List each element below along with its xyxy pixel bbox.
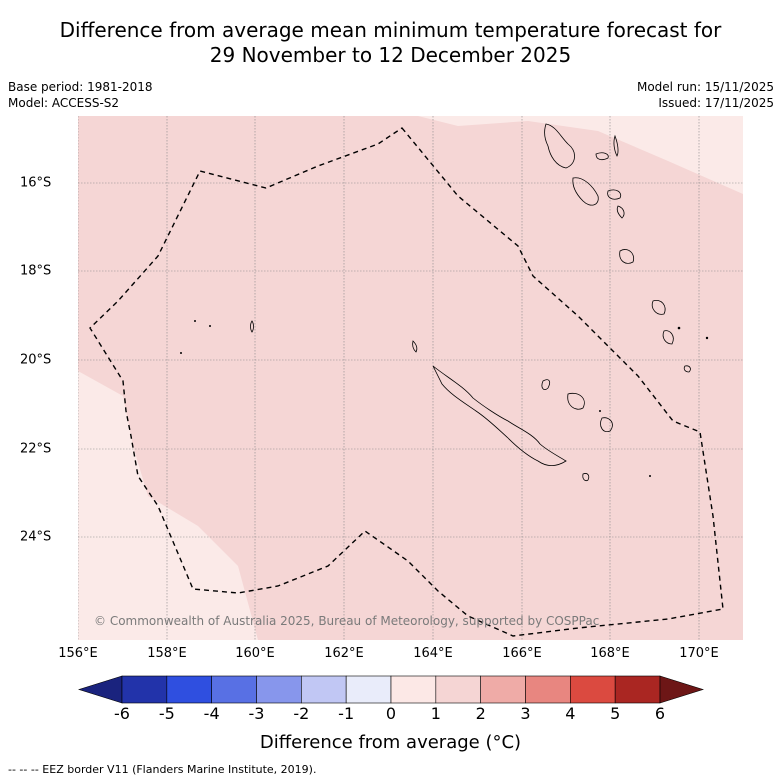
x-tick-166E: 166°E	[502, 646, 542, 661]
loyalty-island-1	[541, 379, 551, 390]
colorbar-segment	[435, 675, 481, 704]
colorbar-tick-label: 0	[385, 704, 397, 723]
colorbar-tick-label: -4	[203, 704, 220, 723]
colorbar-extend-high	[659, 675, 705, 704]
x-tick-158E: 158°E	[147, 646, 187, 661]
colorbar-tick-label: -3	[248, 704, 265, 723]
y-tick-16S: 16°S	[20, 175, 52, 191]
islet-1	[677, 326, 681, 330]
colorbar-tick-label: -2	[293, 704, 310, 723]
vanuatu-erromango	[651, 299, 666, 315]
colorbar-tick-label: -6	[114, 704, 130, 723]
colorbar-segment	[480, 675, 526, 704]
title-line-1: Difference from average mean minimum tem…	[59, 18, 722, 42]
vanuatu-efate	[619, 249, 635, 264]
islet-5	[209, 325, 211, 327]
colorbar-tick-label: 3	[520, 704, 531, 723]
y-tick-18S: 18°S	[20, 263, 52, 279]
islet-6	[599, 410, 601, 412]
copyright-notice: © Commonwealth of Australia 2025, Bureau…	[94, 614, 600, 628]
colorbar-tick-label: 4	[565, 704, 576, 723]
colorbar	[77, 675, 705, 704]
colorbar-segment	[570, 675, 616, 704]
chesterfield-reef	[250, 320, 254, 333]
meta-right: Model run: 15/11/2025 Issued: 17/11/2025	[637, 79, 774, 111]
eez-footer-note: -- -- -- EEZ border V11 (Flanders Marine…	[8, 763, 317, 776]
graticule	[78, 116, 743, 640]
colorbar-tick-label: 2	[475, 704, 486, 723]
islet-4	[194, 320, 196, 322]
loyalty-island-3	[600, 417, 613, 433]
colorbar-tick-label: -1	[338, 704, 355, 723]
colorbar-segment	[121, 675, 168, 704]
vanuatu-aneityum	[683, 365, 691, 373]
colorbar-tick-label: 1	[430, 704, 441, 723]
islet-7	[649, 475, 651, 477]
model-name: Model: ACCESS-S2	[8, 96, 120, 110]
vanuatu-ambae	[595, 152, 609, 161]
belep-islands	[412, 340, 418, 353]
colorbar-title: Difference from average (°C)	[259, 732, 522, 753]
model-run: Model run: 15/11/2025	[636, 80, 774, 94]
title-line-2: 29 November to 12 December 2025	[209, 43, 572, 67]
y-tick-20S: 20°S	[20, 352, 52, 368]
new-caledonia-coastline	[432, 365, 567, 466]
islet-2	[705, 336, 709, 340]
colorbar-segment	[525, 675, 571, 704]
x-tick-162E: 162°E	[324, 646, 364, 661]
forecast-map	[78, 116, 743, 640]
chart-title: Difference from average mean minimum tem…	[0, 18, 781, 68]
colorbar-extend-low	[77, 675, 123, 704]
colorbar-segments	[77, 675, 705, 704]
x-tick-156E: 156°E	[58, 646, 98, 661]
x-tick-164E: 164°E	[413, 646, 453, 661]
loyalty-island-2	[567, 392, 585, 410]
x-tick-160E: 160°E	[235, 646, 275, 661]
colorbar-segment	[345, 675, 392, 704]
vanuatu-pentecost	[613, 134, 619, 157]
issued-date: Issued: 17/11/2025	[658, 96, 774, 110]
isle-of-pines	[582, 473, 590, 482]
vanuatu-malekula	[572, 177, 599, 206]
colorbar-segment	[256, 675, 302, 704]
vanuatu-tanna	[662, 330, 674, 345]
colorbar-segment	[390, 675, 437, 704]
anomaly-region-1-2	[78, 116, 743, 640]
base-period: Base period: 1981-2018	[8, 80, 153, 94]
vanuatu-epi	[607, 189, 622, 200]
colorbar-segment	[614, 675, 661, 704]
colorbar-tick-label: 6	[654, 704, 666, 723]
vanuatu-shepherd	[616, 205, 625, 219]
meta-left: Base period: 1981-2018 Model: ACCESS-S2	[8, 79, 153, 111]
colorbar-segment	[211, 675, 257, 704]
islet-3	[180, 352, 182, 354]
y-tick-24S: 24°S	[20, 529, 52, 545]
colorbar-tick-label: -5	[158, 704, 175, 723]
colorbar-segment	[301, 675, 347, 704]
y-tick-22S: 22°S	[20, 441, 52, 457]
x-tick-168E: 168°E	[590, 646, 630, 661]
x-tick-170E: 170°E	[679, 646, 719, 661]
eez-border	[89, 127, 724, 637]
colorbar-tick-label: 5	[610, 704, 621, 723]
colorbar-segment	[166, 675, 212, 704]
vanuatu-espiritu-santo	[544, 123, 575, 169]
